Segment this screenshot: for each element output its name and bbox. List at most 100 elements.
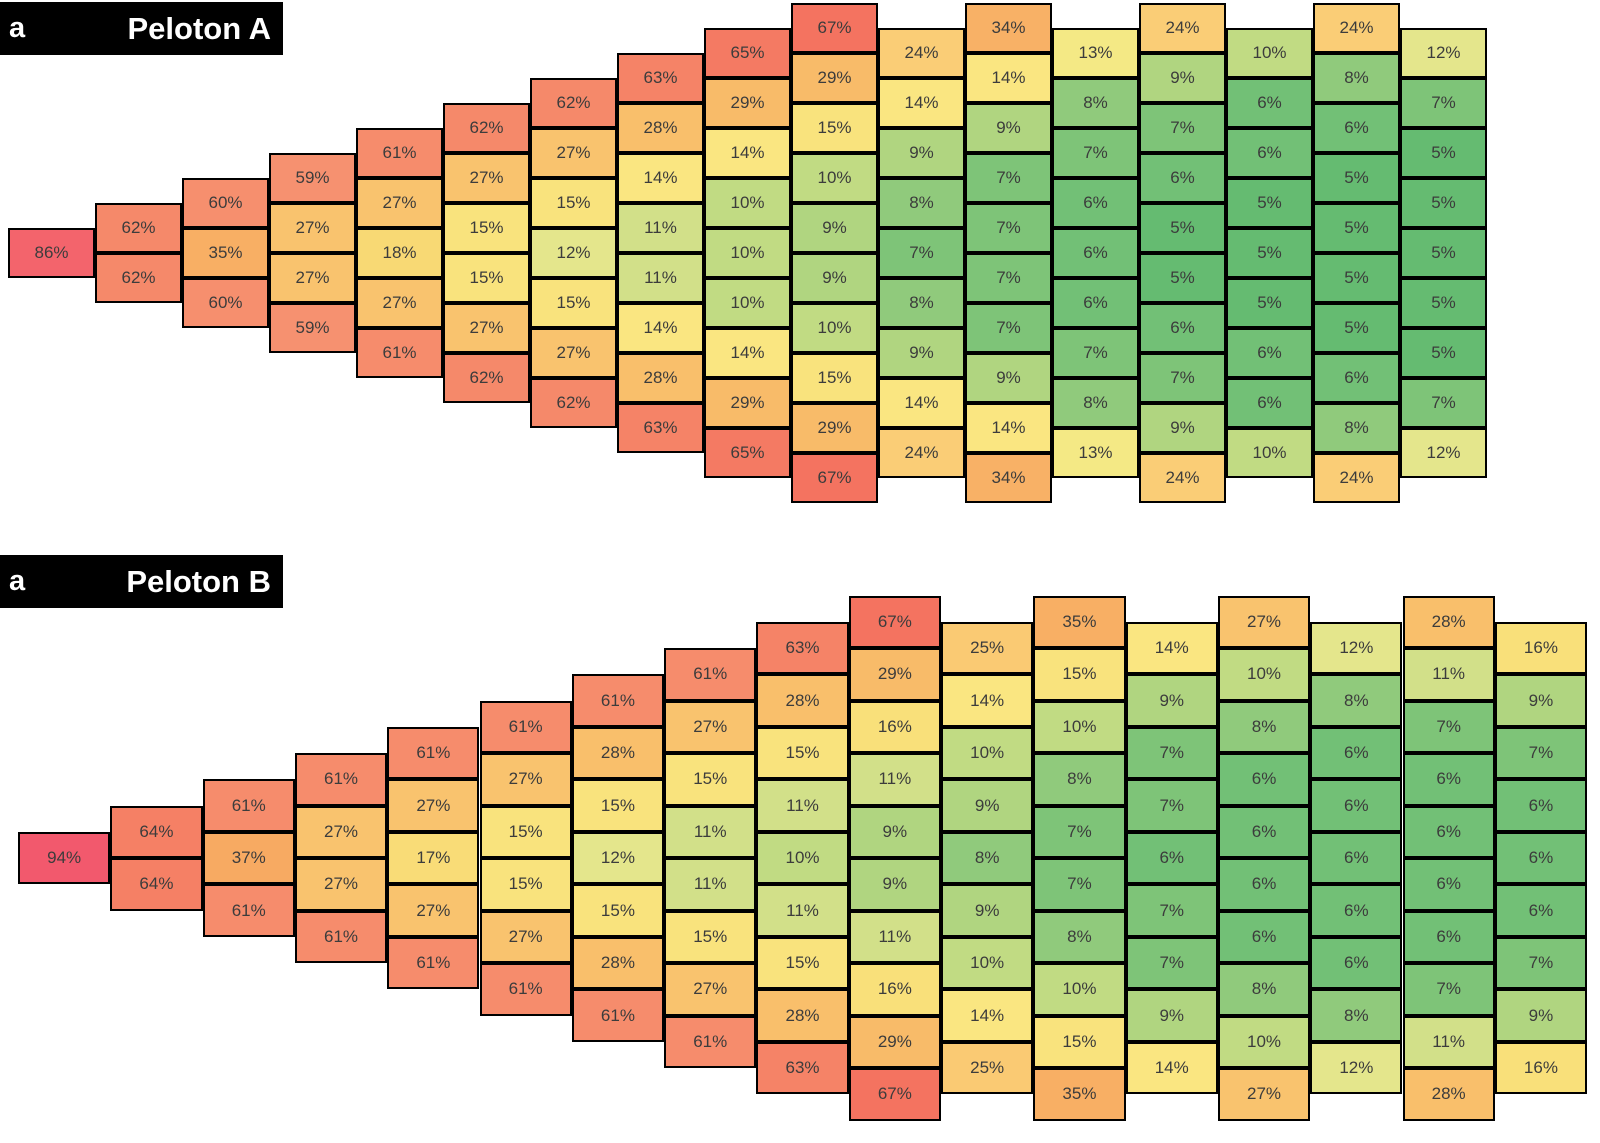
rider-cell: 67% <box>848 1068 941 1121</box>
rider-cell: 16% <box>1494 1041 1588 1095</box>
rider-cell: 8% <box>1313 403 1400 453</box>
rider-cell: 28% <box>1402 595 1495 648</box>
rider-cell: 10% <box>1217 1015 1311 1068</box>
rider-cell: 15% <box>791 353 878 403</box>
rider-cell: 7% <box>965 303 1052 353</box>
rider-cell: 6% <box>1217 805 1311 858</box>
rider-cell: 61% <box>294 910 388 963</box>
rider-cell: 27% <box>530 128 617 178</box>
rider-cell: 27% <box>1217 595 1311 648</box>
rider-cell: 6% <box>1494 831 1588 885</box>
rider-cell: 14% <box>878 78 965 128</box>
rider-cell: 27% <box>294 858 388 911</box>
rider-cell: 10% <box>704 228 791 278</box>
rider-cell: 11% <box>1402 1015 1495 1068</box>
rider-cell: 5% <box>1226 178 1313 228</box>
rider-cell: 5% <box>1400 228 1487 278</box>
rider-cell: 11% <box>617 203 704 253</box>
rider-cell: 67% <box>791 3 878 53</box>
rider-cell: 6% <box>1125 831 1218 885</box>
rider-cell: 8% <box>1313 53 1400 103</box>
rider-cell: 9% <box>965 103 1052 153</box>
rider-cell: 27% <box>664 963 757 1016</box>
rider-cell: 25% <box>941 621 1034 675</box>
rider-cell: 10% <box>1226 28 1313 78</box>
rider-cell: 14% <box>617 153 704 203</box>
rider-cell: 9% <box>941 779 1034 832</box>
rider-cell: 9% <box>791 253 878 303</box>
rider-cell: 6% <box>1052 228 1139 278</box>
rider-cell: 65% <box>704 428 791 478</box>
rider-cell: 29% <box>704 78 791 128</box>
rider-cell: 27% <box>269 203 356 253</box>
rider-cell: 15% <box>530 178 617 228</box>
rider-cell: 63% <box>756 621 849 675</box>
rider-cell: 6% <box>1217 753 1311 806</box>
rider-cell: 6% <box>1313 103 1400 153</box>
rider-cell: 61% <box>664 1015 757 1068</box>
rider-cell: 14% <box>965 53 1052 103</box>
rider-cell: 24% <box>1139 3 1226 53</box>
rider-cell: 10% <box>704 178 791 228</box>
rider-cell: 62% <box>530 78 617 128</box>
rider-cell: 9% <box>1139 403 1226 453</box>
rider-cell: 12% <box>571 831 665 885</box>
rider-cell: 8% <box>1033 753 1126 806</box>
rider-cell: 61% <box>387 936 480 990</box>
rider-cell: 6% <box>1052 178 1139 228</box>
rider-cell: 8% <box>1052 378 1139 428</box>
rider-cell: 14% <box>941 674 1034 727</box>
rider-cell: 6% <box>1052 278 1139 328</box>
rider-cell: 9% <box>1125 674 1218 727</box>
rider-cell: 10% <box>1226 428 1313 478</box>
rider-cell: 5% <box>1139 253 1226 303</box>
rider-cell: 63% <box>756 1041 849 1095</box>
rider-cell: 15% <box>1033 1015 1126 1068</box>
rider-cell: 27% <box>269 253 356 303</box>
rider-cell: 27% <box>479 753 572 806</box>
rider-cell: 10% <box>791 303 878 353</box>
rider-cell: 18% <box>356 228 443 278</box>
rider-cell: 7% <box>1139 103 1226 153</box>
rider-cell: 9% <box>848 805 941 858</box>
rider-cell: 6% <box>1226 128 1313 178</box>
rider-cell: 24% <box>1313 3 1400 53</box>
rider-cell: 10% <box>704 278 791 328</box>
rider-cell: 9% <box>1125 989 1218 1042</box>
rider-cell: 67% <box>791 453 878 503</box>
rider-cell: 6% <box>1402 753 1495 806</box>
rider-cell: 9% <box>878 128 965 178</box>
rider-cell: 15% <box>664 910 757 963</box>
rider-cell: 14% <box>1125 1041 1218 1095</box>
rider-cell: 29% <box>791 403 878 453</box>
rider-cell: 29% <box>704 378 791 428</box>
rider-cell: 15% <box>1033 648 1126 701</box>
rider-cell: 10% <box>941 726 1034 780</box>
rider-cell: 6% <box>1217 858 1311 911</box>
rider-cell: 15% <box>479 858 572 911</box>
rider-cell: 61% <box>479 700 572 753</box>
rider-cell: 6% <box>1402 910 1495 963</box>
rider-cell: 5% <box>1313 253 1400 303</box>
rider-cell: 9% <box>878 328 965 378</box>
rider-cell: 6% <box>1402 858 1495 911</box>
rider-cell: 7% <box>878 228 965 278</box>
panel-b-header: a Peloton B <box>0 555 283 608</box>
panel-b-corner-label: a <box>9 565 26 597</box>
rider-cell: 94% <box>18 831 111 885</box>
rider-cell: 7% <box>965 203 1052 253</box>
rider-cell: 34% <box>965 453 1052 503</box>
rider-cell: 7% <box>1125 884 1218 937</box>
rider-cell: 24% <box>878 428 965 478</box>
rider-cell: 62% <box>95 253 182 303</box>
panel-a-corner-label: a <box>9 12 26 44</box>
rider-cell: 24% <box>1313 453 1400 503</box>
rider-cell: 7% <box>1494 726 1588 780</box>
rider-cell: 60% <box>182 178 269 228</box>
rider-cell: 27% <box>443 303 530 353</box>
rider-cell: 15% <box>791 103 878 153</box>
rider-cell: 7% <box>1402 963 1495 1016</box>
rider-cell: 14% <box>941 989 1034 1042</box>
rider-cell: 6% <box>1402 805 1495 858</box>
rider-cell: 5% <box>1400 128 1487 178</box>
